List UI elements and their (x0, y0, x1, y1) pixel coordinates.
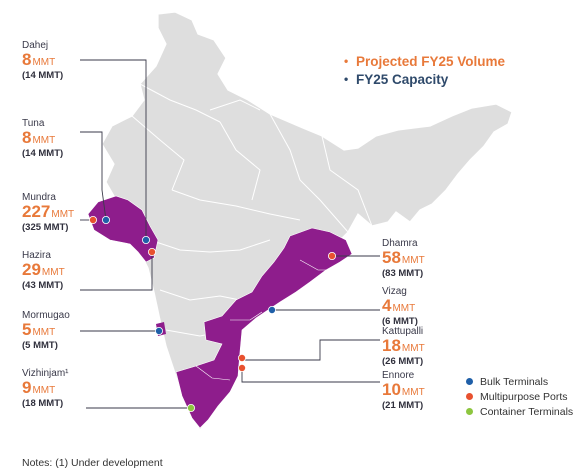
port-unit: MMT (401, 343, 425, 354)
mormugao-dot (154, 326, 163, 335)
port-name: Mormugao (22, 310, 70, 321)
port-name: Vizag (382, 286, 407, 297)
port-capacity: (5 MMT) (22, 339, 58, 351)
legend-container-label: Container Terminals (480, 405, 574, 418)
east-south-region (175, 227, 353, 429)
mundra-dot-orange (89, 215, 98, 224)
port-label-tuna: Tuna 8MMT (14 MMT) (22, 118, 63, 159)
red-dot-icon (466, 393, 473, 400)
port-name: Kattupalli (382, 326, 424, 337)
port-label-kattupalli: Kattupalli 18MMT (26 MMT) (382, 326, 425, 367)
port-label-hazira: Hazira 29MMT (43 MMT) (22, 250, 65, 291)
port-name: Vizhinjam¹ (22, 368, 69, 379)
port-label-vizag: Vizag 4MMT (6 MMT) (382, 286, 418, 327)
port-unit: MMT (392, 303, 416, 314)
port-capacity: (14 MMT) (22, 147, 64, 159)
port-volume: 5 (22, 320, 32, 339)
legend-capacity-label: FY25 Capacity (356, 71, 449, 87)
legend-multipurpose: Multipurpose Ports (466, 389, 573, 404)
legend-projected-label: Projected FY25 Volume (356, 53, 506, 69)
port-volume: 8 (22, 128, 32, 147)
port-capacity: (6 MMT) (382, 315, 418, 327)
hazira-dot (147, 247, 156, 256)
ennore-dot (237, 363, 246, 372)
port-label-dhamra: Dhamra 58MMT (83 MMT) (382, 238, 425, 279)
dahej-dot (141, 235, 150, 244)
port-volume: 18 (382, 336, 401, 355)
kattupalli-dot (237, 353, 246, 362)
port-volume: 29 (22, 260, 41, 279)
port-volume: 227 (22, 202, 51, 221)
port-unit: MMT (32, 327, 56, 338)
port-label-vizhinjam: Vizhinjam¹ 9MMT (18 MMT) (22, 368, 69, 409)
port-unit: MMT (32, 385, 56, 396)
port-unit: MMT (401, 255, 425, 266)
port-unit: MMT (41, 267, 65, 278)
mundra-dot-blue (102, 215, 111, 224)
leader-lines (80, 59, 380, 409)
port-volume: 9 (22, 378, 32, 397)
port-capacity: (83 MMT) (382, 267, 424, 279)
port-unit: MMT (32, 135, 56, 146)
port-label-mundra: Mundra 227MMT (325 MMT) (22, 192, 74, 233)
port-volume: 58 (382, 248, 401, 267)
legend-bulk-label: Bulk Terminals (480, 375, 549, 388)
port-name: Mundra (22, 192, 56, 203)
port-capacity: (18 MMT) (22, 397, 64, 409)
legend-multipurpose-label: Multipurpose Ports (480, 390, 568, 403)
port-capacity: (43 MMT) (22, 279, 64, 291)
port-volume: 4 (382, 296, 392, 315)
port-unit: MMT (51, 209, 75, 220)
legend-bulk: Bulk Terminals (466, 374, 573, 389)
legend-container: Container Terminals (466, 404, 573, 419)
blue-dot-icon (466, 378, 473, 385)
gujarat-region (87, 195, 159, 263)
port-label-dahej: Dahej 8MMT (14 MMT) (22, 40, 63, 81)
port-capacity: (26 MMT) (382, 355, 424, 367)
port-volume: 10 (382, 380, 401, 399)
port-label-ennore: Ennore 10MMT (21 MMT) (382, 370, 425, 411)
port-name: Dhamra (382, 238, 418, 249)
port-name: Hazira (22, 250, 51, 261)
port-capacity: (21 MMT) (382, 399, 424, 411)
port-label-mormugao: Mormugao 5MMT (5 MMT) (22, 310, 70, 351)
legend-projected: • Projected FY25 Volume (344, 52, 505, 70)
port-markers (89, 215, 336, 412)
green-dot-icon (466, 408, 473, 415)
legend-top: • Projected FY25 Volume • FY25 Capacity (344, 52, 505, 88)
vizag-dot (267, 305, 276, 314)
port-unit: MMT (32, 57, 56, 68)
legend-terminal-types: Bulk Terminals Multipurpose Ports Contai… (466, 374, 573, 419)
port-name: Ennore (382, 370, 415, 381)
port-capacity: (325 MMT) (22, 221, 69, 233)
footnote: Notes: (1) Under development (22, 457, 163, 469)
bullet-icon: • (344, 72, 349, 86)
state-borders (131, 83, 373, 337)
port-unit: MMT (401, 387, 425, 398)
port-name: Tuna (22, 118, 45, 129)
bullet-icon: • (344, 54, 349, 68)
port-volume: 8 (22, 50, 32, 69)
port-name: Dahej (22, 40, 49, 51)
dhamra-dot (327, 251, 336, 260)
legend-capacity: • FY25 Capacity (344, 70, 505, 88)
port-capacity: (14 MMT) (22, 69, 64, 81)
vizhinjam-dot (186, 403, 195, 412)
